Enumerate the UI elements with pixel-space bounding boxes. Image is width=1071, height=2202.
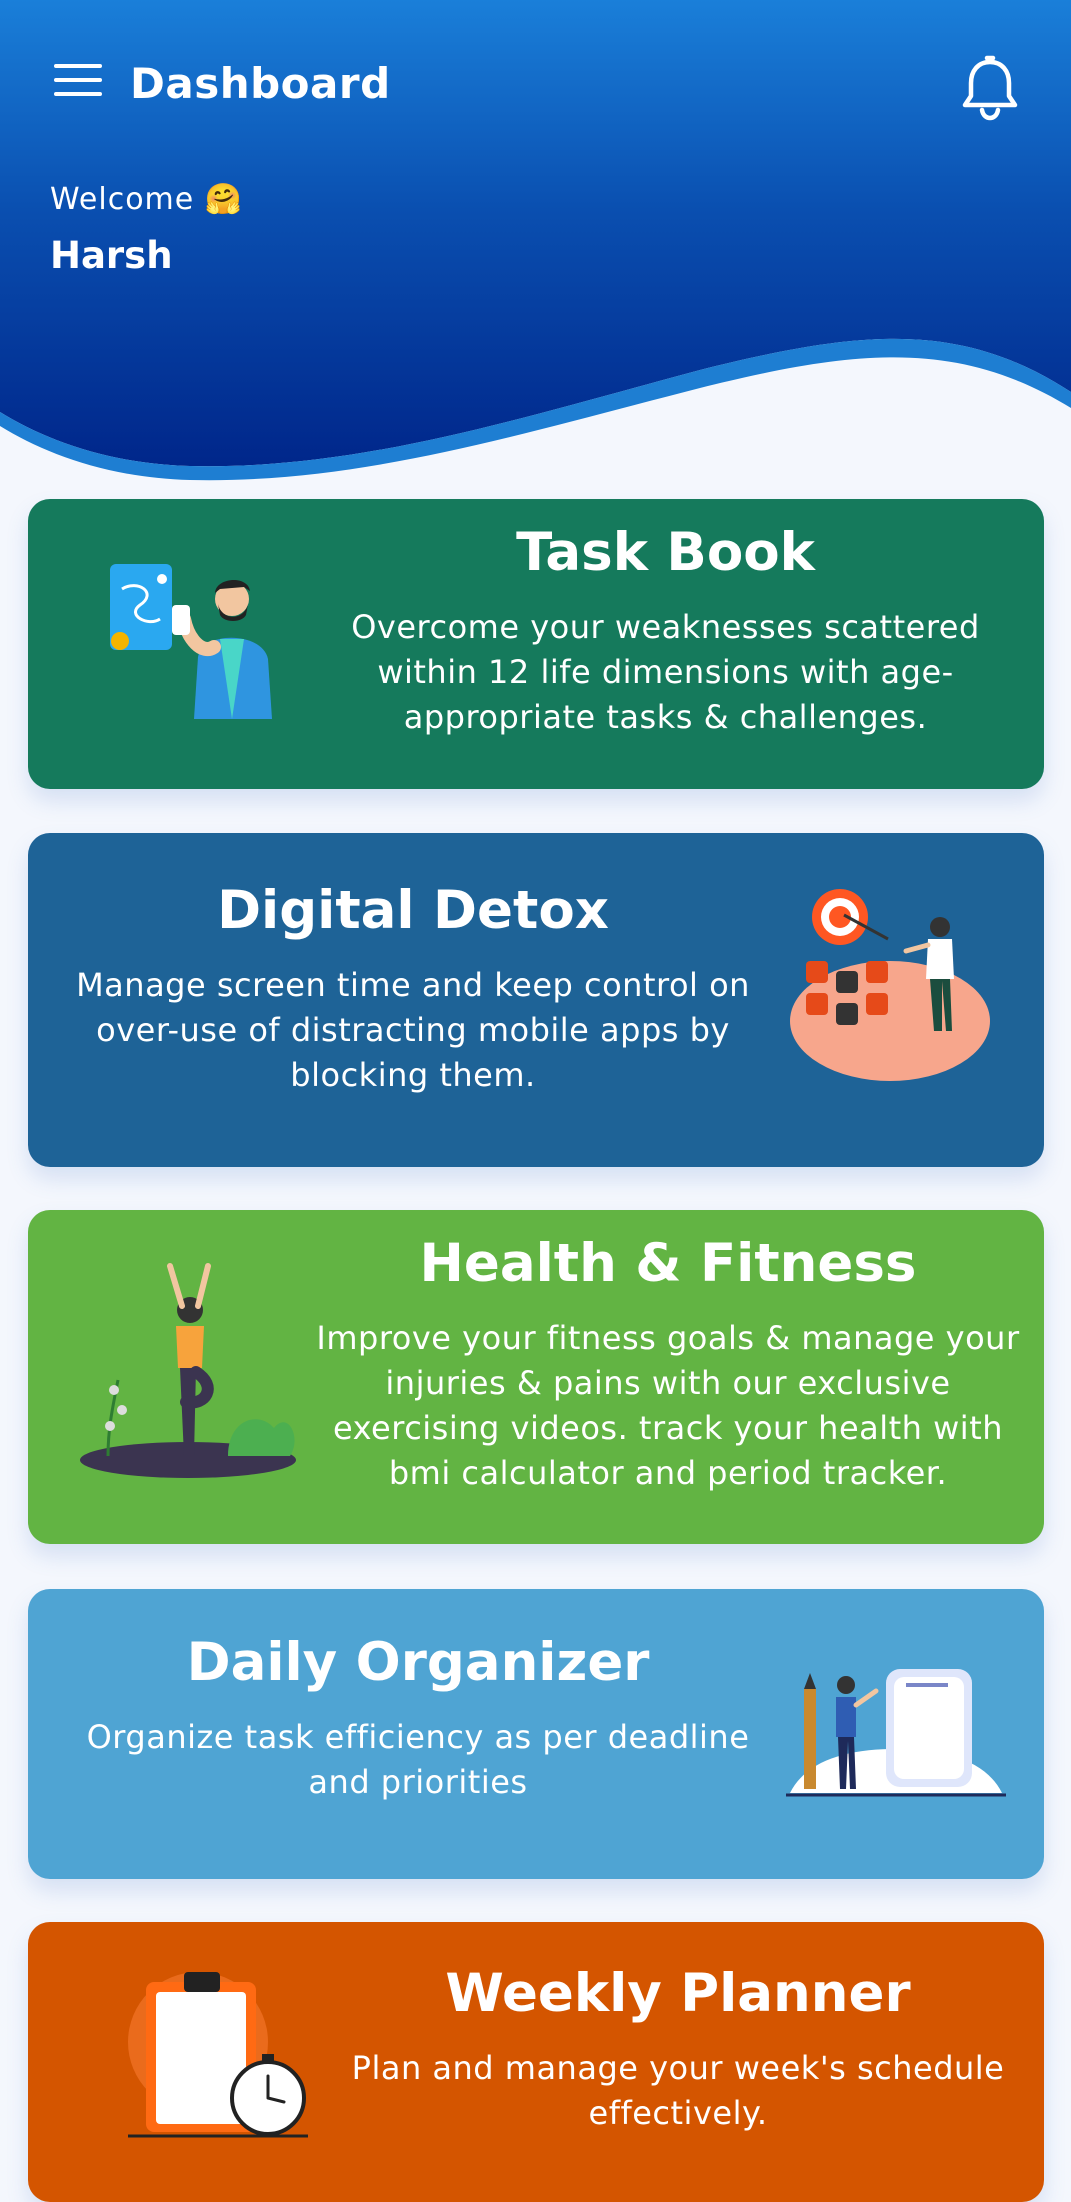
- card-description: Overcome your weaknesses scattered withi…: [351, 608, 980, 736]
- daily-organizer-card-text: Daily Organizer Organize task efficiency…: [58, 1629, 778, 1805]
- header-wave-background: [0, 0, 1071, 481]
- card-description: Manage screen time and keep control on o…: [76, 966, 750, 1094]
- dashboard-header: Dashboard Welcome 🤗 Harsh: [0, 0, 1071, 490]
- welcome-label: Welcome 🤗: [50, 182, 244, 217]
- digital-detox-card[interactable]: Digital Detox Manage screen time and kee…: [28, 833, 1044, 1167]
- menu-icon-bar: [54, 92, 102, 96]
- card-title: Task Book: [516, 522, 815, 583]
- card-description: Plan and manage your week's schedule eff…: [351, 2049, 1005, 2132]
- card-title: Weekly Planner: [445, 1963, 911, 2024]
- card-title: Health & Fitness: [419, 1233, 917, 1294]
- task-book-card-text: Task Book Overcome your weaknesses scatt…: [308, 519, 1023, 740]
- card-description: Improve your fitness goals & manage your…: [316, 1319, 1020, 1492]
- menu-icon-bar: [54, 78, 102, 82]
- man-with-phone-map-illustration: [110, 564, 272, 719]
- hamburger-menu-icon: [54, 64, 102, 68]
- target-social-apps-illustration: [790, 889, 990, 1081]
- card-description: Organize task efficiency as per deadline…: [86, 1718, 750, 1801]
- user-name: Harsh: [50, 234, 173, 277]
- yoga-woman-illustration: [80, 1263, 296, 1478]
- digital-detox-card-text: Digital Detox Manage screen time and kee…: [68, 877, 758, 1098]
- man-with-clipboard-pencil-illustration: [786, 1669, 1006, 1797]
- card-title: Digital Detox: [217, 880, 609, 941]
- task-book-card[interactable]: Task Book Overcome your weaknesses scatt…: [28, 499, 1044, 789]
- weekly-planner-card[interactable]: Weekly Planner Plan and manage your week…: [28, 1922, 1044, 2202]
- page-title: Dashboard: [130, 59, 391, 108]
- health-fitness-card-text: Health & Fitness Improve your fitness go…: [308, 1230, 1028, 1496]
- notification-button[interactable]: [958, 52, 1022, 122]
- bell-icon: [962, 55, 1018, 121]
- health-fitness-card[interactable]: Health & Fitness Improve your fitness go…: [28, 1210, 1044, 1544]
- daily-organizer-card[interactable]: Daily Organizer Organize task efficiency…: [28, 1589, 1044, 1879]
- menu-button[interactable]: [50, 58, 108, 102]
- clipboard-stopwatch-illustration: [128, 1972, 308, 2138]
- card-title: Daily Organizer: [186, 1632, 650, 1693]
- weekly-planner-card-text: Weekly Planner Plan and manage your week…: [328, 1960, 1028, 2136]
